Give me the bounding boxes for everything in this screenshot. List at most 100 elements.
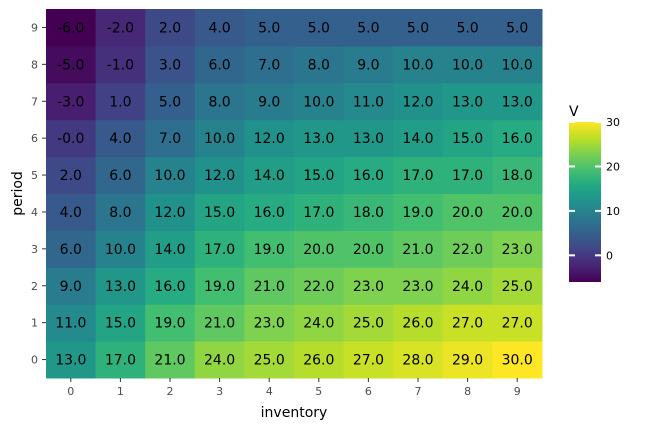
heatmap-cell — [343, 119, 394, 158]
heatmap-cell — [194, 119, 245, 158]
cell-value-label: 23.0 — [402, 279, 433, 295]
y-tick-label: 2 — [31, 280, 38, 293]
cell-value-label: 28.0 — [402, 353, 433, 369]
heatmap-cell — [393, 304, 444, 342]
x-tick-label: 6 — [365, 385, 372, 398]
legend-tick-label: 0 — [606, 249, 613, 262]
legend-title: V — [569, 104, 579, 120]
y-tick-label: 6 — [31, 132, 38, 145]
heatmap-cell — [442, 45, 493, 84]
heatmap-cell — [244, 9, 295, 47]
y-axis-title: period — [10, 171, 26, 216]
color-legend: V 0 10 20 30 — [569, 104, 620, 282]
heatmap-cell — [294, 82, 345, 121]
cell-value-label: -6.0 — [57, 20, 84, 36]
cell-value-label: 15.0 — [105, 316, 136, 332]
x-tick-label: 4 — [266, 385, 273, 398]
y-tick-label: 0 — [31, 354, 38, 367]
heatmap-cell — [294, 230, 345, 268]
cell-value-label: 17.0 — [204, 242, 235, 258]
heatmap-cell — [244, 341, 295, 379]
heatmap-cell — [46, 267, 97, 305]
heatmap-cell-labels: 13.0 17.0 21.0 24.0 25.0 26.0 27.0 28.0 29.0 30.0… — [55, 20, 533, 368]
heatmap-cell — [194, 45, 245, 84]
cell-value-label: 10.0 — [105, 242, 136, 258]
heatmap-cell — [95, 45, 146, 84]
heatmap-cell — [393, 267, 444, 305]
cell-value-label: 23.0 — [502, 242, 533, 258]
cell-value-label: 15.0 — [452, 131, 483, 147]
cell-value-label: 13.0 — [105, 279, 136, 295]
heatmap-cell — [145, 304, 196, 342]
heatmap-cell — [492, 341, 543, 379]
y-tick-label: 8 — [31, 58, 38, 71]
heatmap-cell — [393, 341, 444, 379]
heatmap-cell — [393, 230, 444, 268]
y-tick-label: 7 — [31, 95, 38, 108]
heatmap-cell — [244, 267, 295, 305]
heatmap-cell — [343, 45, 394, 84]
heatmap-cell — [393, 156, 444, 194]
heatmap-cell — [46, 156, 97, 194]
heatmap-cell — [294, 119, 345, 158]
cell-value-label: 4.0 — [208, 20, 230, 36]
cell-value-label: 26.0 — [303, 353, 334, 369]
cell-value-label: 12.0 — [254, 131, 285, 147]
cell-value-label: 21.0 — [402, 242, 433, 258]
cell-value-label: -1.0 — [107, 57, 134, 73]
heatmap-cell — [194, 193, 245, 231]
heatmap-cell — [393, 45, 444, 84]
cell-value-label: 14.0 — [154, 242, 185, 258]
cell-value-label: 18.0 — [353, 205, 384, 221]
heatmap-cell — [145, 45, 196, 84]
cell-value-label: 4.0 — [60, 205, 82, 221]
heatmap-cell — [46, 119, 97, 158]
y-axis-ticks: 0 1 2 3 4 5 6 7 8 9 — [31, 21, 46, 367]
cell-value-label: 15.0 — [204, 205, 235, 221]
cell-value-label: 19.0 — [254, 242, 285, 258]
cell-value-label: 18.0 — [502, 168, 533, 184]
heatmap-cell — [145, 82, 196, 121]
cell-value-label: 6.0 — [208, 57, 230, 73]
cell-value-label: -5.0 — [57, 57, 84, 73]
heatmap-cell — [294, 304, 345, 342]
cell-value-label: 5.0 — [308, 20, 330, 36]
cell-value-label: 2.0 — [159, 20, 181, 36]
heatmap-cell — [442, 156, 493, 194]
heatmap-cell — [343, 156, 394, 194]
cell-value-label: 8.0 — [109, 205, 131, 221]
heatmap-cell — [244, 304, 295, 342]
heatmap-cells — [46, 9, 543, 379]
heatmap-cell — [294, 267, 345, 305]
y-tick-label: 9 — [31, 21, 38, 34]
heatmap-cell — [492, 119, 543, 158]
heatmap-cell — [194, 82, 245, 121]
cell-value-label: 9.0 — [60, 279, 82, 295]
heatmap-cell — [492, 82, 543, 121]
cell-value-label: 6.0 — [109, 168, 131, 184]
cell-value-label: 24.0 — [452, 279, 483, 295]
x-tick-label: 5 — [315, 385, 322, 398]
heatmap-cell — [442, 230, 493, 268]
x-tick-label: 0 — [67, 385, 74, 398]
cell-value-label: 20.0 — [353, 242, 384, 258]
x-tick-label: 2 — [167, 385, 174, 398]
heatmap-cell — [492, 230, 543, 268]
heatmap-cell — [95, 341, 146, 379]
cell-value-label: -0.0 — [57, 131, 84, 147]
heatmap-cell — [244, 45, 295, 84]
cell-value-label: 30.0 — [502, 353, 533, 369]
heatmap-cell — [145, 9, 196, 47]
cell-value-label: 13.0 — [303, 131, 334, 147]
heatmap-cell — [442, 304, 493, 342]
heatmap-cell — [393, 82, 444, 121]
cell-value-label: 29.0 — [452, 353, 483, 369]
cell-value-label: 19.0 — [402, 205, 433, 221]
heatmap-cell — [145, 193, 196, 231]
heatmap-cell — [194, 230, 245, 268]
heatmap-cell — [244, 82, 295, 121]
heatmap-cell — [343, 193, 394, 231]
heatmap-cell — [46, 45, 97, 84]
legend-tick-label: 20 — [606, 160, 620, 173]
